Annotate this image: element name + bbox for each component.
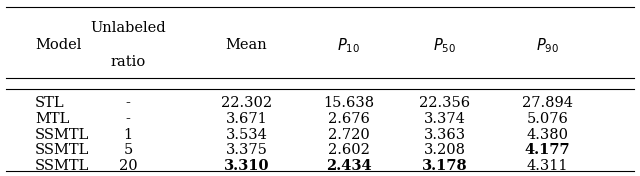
Text: 2.720: 2.720 [328, 128, 370, 142]
Text: -: - [125, 96, 131, 110]
Text: 2.676: 2.676 [328, 112, 370, 126]
Text: 15.638: 15.638 [323, 96, 374, 110]
Text: SSMTL: SSMTL [35, 143, 90, 158]
Text: 3.534: 3.534 [225, 128, 268, 142]
Text: 3.178: 3.178 [422, 159, 468, 173]
Text: 4.177: 4.177 [524, 143, 570, 158]
Text: ratio: ratio [110, 55, 146, 70]
Text: 22.302: 22.302 [221, 96, 272, 110]
Text: SSMTL: SSMTL [35, 128, 90, 142]
Text: -: - [125, 112, 131, 126]
Text: 5.076: 5.076 [526, 112, 568, 126]
Text: $P_{50}$: $P_{50}$ [433, 36, 456, 55]
Text: SSMTL: SSMTL [35, 159, 90, 173]
Text: 3.208: 3.208 [424, 143, 466, 158]
Text: 3.363: 3.363 [424, 128, 466, 142]
Text: 3.671: 3.671 [225, 112, 268, 126]
Text: Unlabeled: Unlabeled [90, 21, 166, 35]
Text: 2.602: 2.602 [328, 143, 370, 158]
Text: Mean: Mean [225, 38, 268, 52]
Text: 3.374: 3.374 [424, 112, 466, 126]
Text: 1: 1 [124, 128, 132, 142]
Text: Model: Model [35, 38, 81, 52]
Text: STL: STL [35, 96, 65, 110]
Text: 3.310: 3.310 [223, 159, 269, 173]
Text: 5: 5 [124, 143, 132, 158]
Text: MTL: MTL [35, 112, 70, 126]
Text: $P_{90}$: $P_{90}$ [536, 36, 559, 55]
Text: 20: 20 [118, 159, 138, 173]
Text: 4.311: 4.311 [527, 159, 568, 173]
Text: 4.380: 4.380 [526, 128, 568, 142]
Text: 3.375: 3.375 [225, 143, 268, 158]
Text: $P_{10}$: $P_{10}$ [337, 36, 360, 55]
Text: 2.434: 2.434 [326, 159, 372, 173]
Text: 22.356: 22.356 [419, 96, 470, 110]
Text: 27.894: 27.894 [522, 96, 573, 110]
